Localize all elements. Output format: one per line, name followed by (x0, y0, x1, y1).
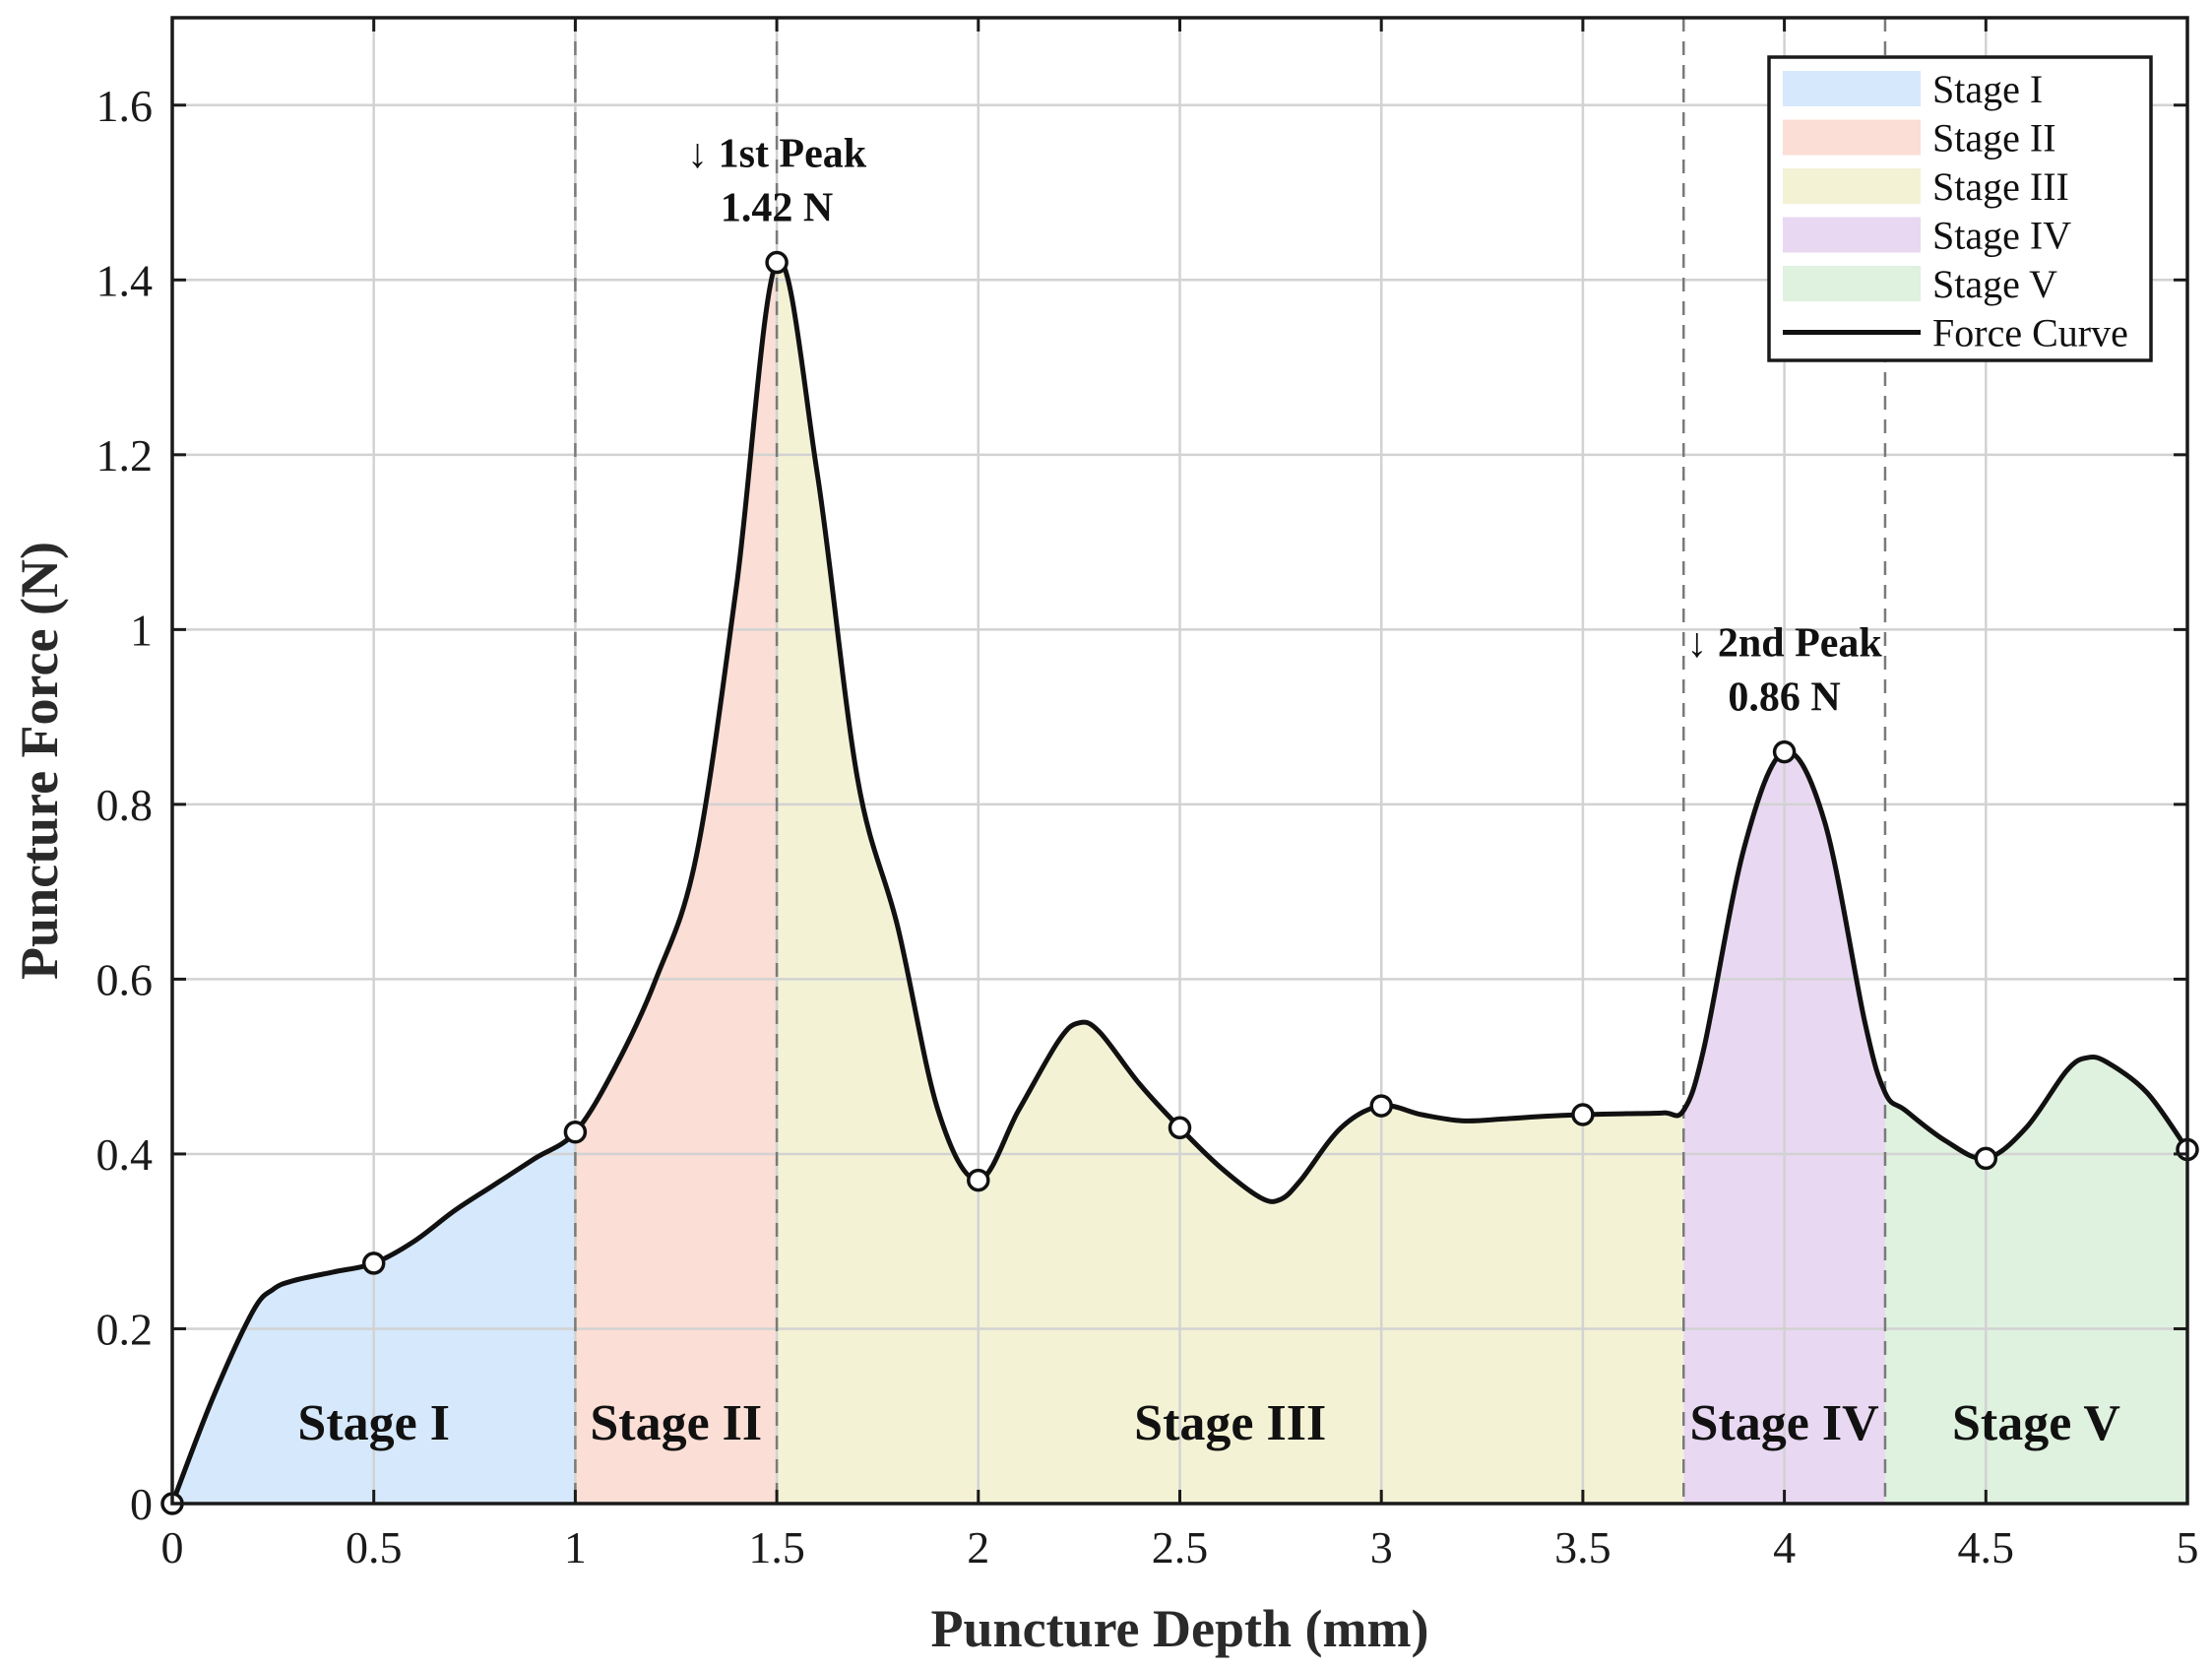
axis-tick-group (170, 18, 2189, 1506)
legend-label-2: Stage II (1932, 116, 2056, 160)
x-tick-label: 3 (1370, 1522, 1393, 1573)
x-tick-label: 1.5 (748, 1522, 805, 1573)
legend-label-3: Stage III (1932, 164, 2069, 209)
y-axis-title: Puncture Force (N) (10, 542, 69, 980)
stage-fill-group (172, 260, 2187, 1504)
stage-label-group: Stage I Stage II Stage III Stage IV Stage V (297, 1395, 2120, 1451)
x-tick-label: 4 (1773, 1522, 1796, 1573)
x-tick-label: 2 (967, 1522, 989, 1573)
y-tick-label: 1.4 (96, 255, 154, 305)
x-tick-label: 1 (564, 1522, 587, 1573)
stage-label-3: Stage III (1134, 1395, 1326, 1451)
data-point-marker (1772, 739, 1797, 764)
legend-label-5: Stage V (1932, 262, 2057, 306)
legend-swatch-2 (1783, 119, 1921, 156)
data-point-marker (1369, 1094, 1393, 1118)
data-point-marker (967, 1168, 990, 1192)
legend-swatch-1 (1783, 71, 1921, 106)
data-point-marker (1571, 1103, 1595, 1126)
y-tick-label: 1 (130, 605, 153, 655)
peak-annotation-value-2: 0.86 N (1728, 675, 1840, 721)
stage-fill-2 (575, 262, 778, 1504)
x-tick-label: 0.5 (346, 1522, 403, 1573)
y-tick-label: 1.6 (96, 81, 154, 131)
peak-annotation-title-1: ↓ 1st Peak (687, 132, 867, 177)
legend-swatch-4 (1783, 217, 1921, 253)
data-point-marker (1168, 1116, 1192, 1140)
force-curve-line (169, 258, 2190, 1507)
tick-label-group: 0 0.5 1 1.5 2 2.5 3 3.5 4 4.5 5 0 0.2 0.4 0.6 0.8 1 1.2 1.… (96, 81, 2199, 1573)
x-tick-label: 2.5 (1152, 1522, 1209, 1573)
legend-box (1767, 55, 2153, 362)
y-tick-label: 1.2 (96, 430, 154, 481)
legend-swatch-5 (1783, 266, 1921, 301)
x-tick-label: 5 (2177, 1522, 2199, 1573)
legend-swatch-3 (1783, 168, 1921, 204)
legend-label-1: Stage I (1932, 67, 2043, 111)
legend-label-4: Stage IV (1932, 214, 2071, 258)
data-point-marker (1974, 1146, 1998, 1171)
x-tick-label: 3.5 (1554, 1522, 1612, 1573)
y-tick-label: 0 (130, 1479, 153, 1529)
y-tick-label: 0.4 (96, 1129, 154, 1180)
stage-label-1: Stage I (297, 1395, 450, 1451)
data-point-marker (563, 1121, 588, 1144)
peak-annotation-value-1: 1.42 N (721, 186, 833, 231)
stage-fill-5 (1884, 1057, 2187, 1504)
data-point-marker (765, 250, 789, 275)
peak-annotation-group: ↓ 1st Peak 1.42 N ↓ 2nd Peak 0.86 N (687, 132, 1882, 721)
y-tick-label: 0.6 (96, 954, 154, 1004)
x-tick-label: 4.5 (1958, 1522, 2015, 1573)
data-point-marker (361, 1252, 386, 1275)
stage-label-4: Stage IV (1690, 1395, 1879, 1451)
stage-label-2: Stage II (590, 1395, 762, 1451)
y-tick-label: 0.2 (96, 1304, 154, 1354)
peak-annotation-title-2: ↓ 2nd Peak (1686, 621, 1882, 667)
stage-fill-3 (777, 260, 1684, 1504)
y-tick-label: 0.8 (96, 780, 154, 830)
legend-label-6: Force Curve (1932, 311, 2128, 355)
x-axis-title: Puncture Depth (mm) (931, 1599, 1429, 1658)
x-tick-label: 0 (161, 1522, 184, 1573)
stage-label-5: Stage V (1952, 1395, 2120, 1451)
